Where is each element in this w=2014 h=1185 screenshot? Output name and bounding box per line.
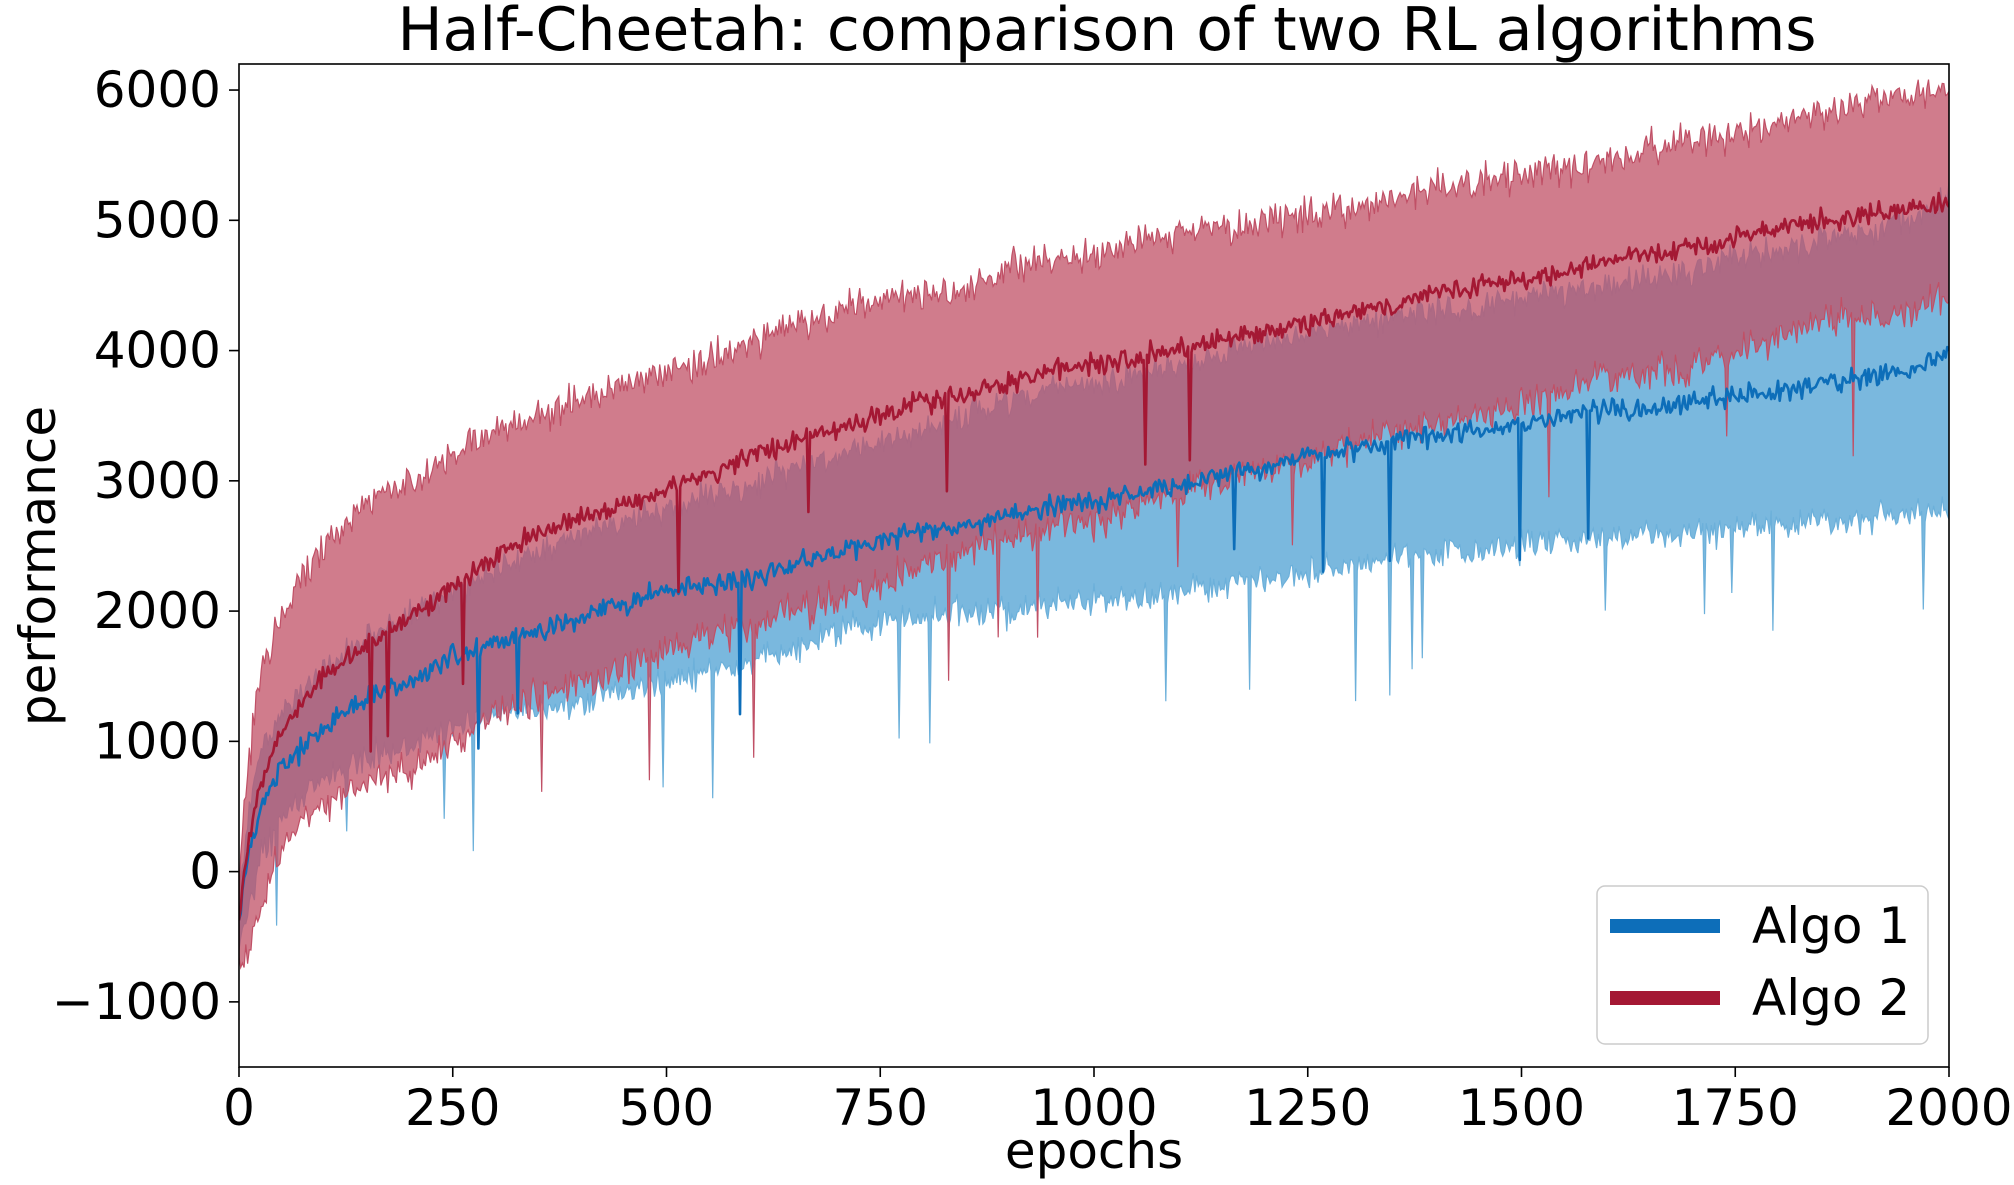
y-axis-label: performance <box>9 406 67 726</box>
y-tick-label: 0 <box>189 843 221 901</box>
legend: Algo 1 Algo 2 <box>1596 885 1929 1045</box>
legend-label-algo-2: Algo 2 <box>1752 969 1910 1027</box>
x-tick-label: 250 <box>405 1079 500 1137</box>
x-tick-label: 1250 <box>1244 1079 1371 1137</box>
y-tick-label: 5000 <box>94 191 221 249</box>
y-tick-label: 1000 <box>94 712 221 770</box>
x-axis: 0 250 500 750 1000 1250 1500 1750 2000 <box>223 1067 2013 1137</box>
legend-label-algo-1: Algo 1 <box>1752 897 1910 955</box>
plot-area <box>239 79 1949 970</box>
x-tick-label: 0 <box>223 1079 255 1137</box>
y-tick-label: −1000 <box>52 973 221 1031</box>
band-algo-2 <box>239 79 1949 970</box>
x-tick-label: 500 <box>619 1079 714 1137</box>
x-axis-label: epochs <box>1005 1122 1183 1180</box>
x-tick-label: 1000 <box>1030 1079 1157 1137</box>
line-algo-1 <box>239 345 1949 921</box>
x-tick-label: 2000 <box>1885 1079 2012 1137</box>
y-tick-label: 3000 <box>94 452 221 510</box>
x-tick-label: 1750 <box>1672 1079 1799 1137</box>
x-tick-label: 750 <box>833 1079 928 1137</box>
chart-title: Half-Cheetah: comparison of two RL algor… <box>397 0 1816 65</box>
line-algo-2 <box>239 191 1949 921</box>
y-tick-label: 6000 <box>94 61 221 119</box>
y-axis: −1000 0 1000 2000 3000 4000 5000 6000 <box>52 61 239 1031</box>
y-tick-label: 4000 <box>94 322 221 380</box>
y-tick-label: 2000 <box>94 582 221 640</box>
x-tick-label: 1500 <box>1458 1079 1585 1137</box>
